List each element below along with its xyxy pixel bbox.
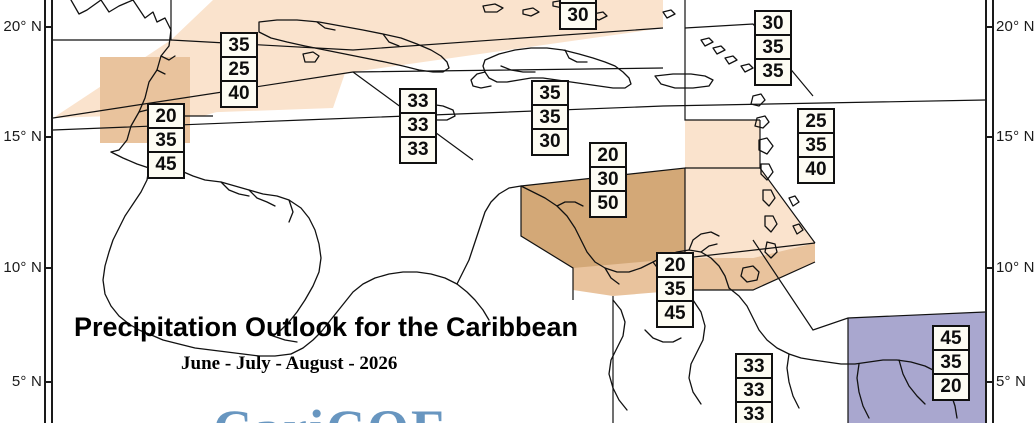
- lat-label-right-5n: 5° N: [996, 373, 1027, 390]
- prob-below-normal: 40: [228, 83, 250, 104]
- lat-label-left-5n: 5° N: [11, 373, 42, 390]
- prob-near-normal: 35: [658, 278, 692, 302]
- caricof-watermark: CariCOF: [213, 398, 446, 423]
- prob-near-normal: 35: [533, 106, 567, 130]
- prob-above-normal: 20: [658, 254, 692, 278]
- forecast-box-central-america[interactable]: 20 35 45: [147, 103, 185, 179]
- prob-above-normal: 20: [149, 105, 183, 129]
- prob-above-normal: 20: [591, 144, 625, 168]
- forecast-box-colombia-interior[interactable]: 33 33 33: [735, 353, 773, 423]
- prob-below-normal: 30: [539, 131, 561, 152]
- prob-below-normal: 45: [155, 154, 177, 175]
- lat-tick-left-5n: [44, 381, 51, 383]
- prob-below-normal: 35: [762, 61, 784, 82]
- lat-tick-left-10n: [44, 267, 51, 269]
- forecast-box-guyana-suriname[interactable]: 45 35 20: [932, 325, 970, 401]
- lat-tick-right-10n: [987, 267, 994, 269]
- prob-near-normal: 33: [737, 379, 771, 403]
- lat-label-left-15n: 15° N: [3, 128, 42, 145]
- prob-below-normal: 40: [805, 159, 827, 180]
- prob-above-normal: 35: [222, 34, 256, 58]
- lat-tick-left-20n: [44, 26, 51, 28]
- prob-above-normal: 33: [401, 90, 435, 114]
- forecast-box-lesser-antilles[interactable]: 25 35 40: [797, 108, 835, 184]
- prob-below-normal: 50: [597, 193, 619, 214]
- forecast-box-bahamas-leeward[interactable]: 30 35 35: [754, 10, 792, 86]
- shade-region-lesser-antilles: [685, 168, 815, 258]
- lat-tick-right-20n: [987, 26, 994, 28]
- zone-boundary-layer: [53, 0, 985, 423]
- prob-above-normal: 35: [561, 0, 595, 4]
- map-title: Precipitation Outlook for the Caribbean: [74, 312, 579, 342]
- prob-above-normal: 33: [737, 355, 771, 379]
- prob-near-normal: 35: [934, 351, 968, 375]
- forecast-box-venezuela-coast[interactable]: 20 35 45: [656, 252, 694, 328]
- lat-label-right-15n: 15° N: [996, 128, 1035, 145]
- forecast-box-belize-yucatan[interactable]: 35 25 40: [220, 32, 258, 108]
- prob-near-normal: 35: [756, 36, 790, 60]
- prob-near-normal: 33: [401, 114, 435, 138]
- map-subtitle: June - July - August - 2026: [181, 353, 398, 374]
- prob-above-normal: 45: [934, 327, 968, 351]
- prob-near-normal: 35: [149, 129, 183, 153]
- frame-border-left-outer: [44, 0, 46, 423]
- lat-label-right-20n: 20° N: [996, 18, 1035, 35]
- prob-above-normal: 30: [756, 12, 790, 36]
- prob-near-normal: 35: [799, 134, 833, 158]
- prob-below-normal: 20: [940, 376, 962, 397]
- forecast-box-southern-caribbean[interactable]: 20 30 50: [589, 142, 627, 218]
- prob-below-normal: 33: [743, 404, 765, 423]
- prob-above-normal: 35: [533, 82, 567, 106]
- forecast-box-jamaica-west[interactable]: 33 33 33: [399, 88, 437, 164]
- shade-region-southern-caribbean: [521, 168, 685, 268]
- frame-border-left-inner: [51, 0, 53, 423]
- lat-label-right-10n: 10° N: [996, 259, 1035, 276]
- prob-above-normal: 25: [799, 110, 833, 134]
- prob-below-normal: 45: [664, 303, 686, 324]
- forecast-box-cuba-north[interactable]: 35 30: [559, 0, 597, 30]
- lat-label-left-20n: 20° N: [3, 18, 42, 35]
- lat-tick-right-15n: [987, 136, 994, 138]
- frame-border-right-inner: [992, 0, 994, 423]
- prob-near-normal: 30: [591, 168, 625, 192]
- lat-tick-right-5n: [987, 381, 994, 383]
- lat-label-left-10n: 10° N: [3, 259, 42, 276]
- forecast-box-hispaniola[interactable]: 35 35 30: [531, 80, 569, 156]
- shade-region-lesser-antilles-upper: [685, 120, 760, 168]
- prob-near-normal: 25: [222, 58, 256, 82]
- lat-tick-left-15n: [44, 136, 51, 138]
- prob-below-normal: 33: [407, 139, 429, 160]
- prob-near-normal: 30: [567, 5, 589, 26]
- frame-border-right-outer: [985, 0, 987, 423]
